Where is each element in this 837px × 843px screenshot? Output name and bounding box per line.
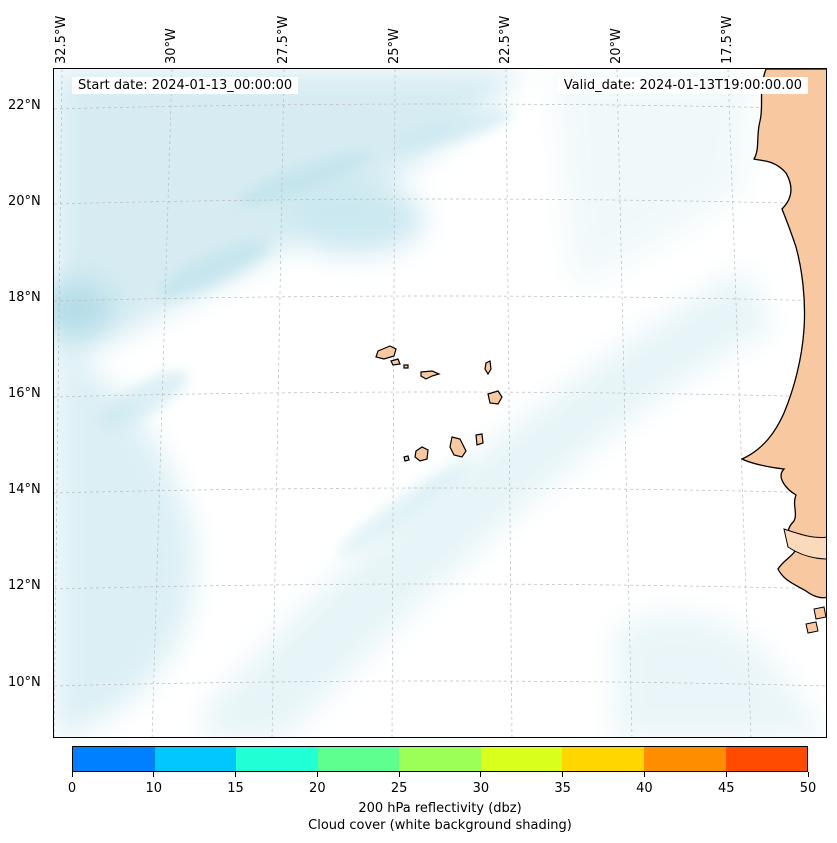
gridline-lat-10n xyxy=(54,680,826,687)
lat-label-10n: 10°N xyxy=(8,675,41,690)
lon-label-22-5w: 22.5°W xyxy=(498,15,513,64)
lon-label-17-5w: 17.5°W xyxy=(720,15,735,64)
gridline-lat-16n xyxy=(54,391,826,398)
cape-verde-islands xyxy=(375,345,503,462)
island-sao-vicente xyxy=(390,358,401,366)
lat-label-16n: 16°N xyxy=(8,386,41,401)
colorbar-tick-30 xyxy=(480,772,482,777)
colorbar-segment-6 xyxy=(562,747,644,771)
colorbar-tick-20 xyxy=(316,772,318,777)
colorbar-tick-label-10: 10 xyxy=(145,781,163,796)
colorbar-segment-1 xyxy=(154,747,237,771)
island-fogo xyxy=(414,446,429,462)
colorbar-segment-7 xyxy=(643,747,726,771)
gridline-lat-20n xyxy=(54,198,826,205)
gridline-lat-22n xyxy=(54,103,826,110)
lat-label-12n: 12°N xyxy=(8,578,41,593)
colorbar-tick-25 xyxy=(398,772,400,777)
gridline-lon-27-5w xyxy=(271,69,285,737)
cloud-streak-1 xyxy=(159,240,269,298)
gridline-lat-12n xyxy=(54,583,826,590)
cloud-streak-4 xyxy=(99,370,189,428)
cloud-band-diagonal xyxy=(204,269,774,737)
colorbar xyxy=(72,746,808,772)
colorbar-segment-3 xyxy=(317,747,400,771)
cloud-streak-3 xyxy=(395,109,513,149)
lon-label-27-5w: 27.5°W xyxy=(276,15,291,64)
colorbar-tick-15 xyxy=(235,772,237,777)
map-canvas xyxy=(54,69,826,737)
colorbar-tick-label-30: 30 xyxy=(472,781,490,796)
cloud-cover-layer xyxy=(54,69,826,737)
colorbar-tick-label-15: 15 xyxy=(227,781,244,796)
island-sal xyxy=(484,360,492,376)
island-maio xyxy=(475,433,484,446)
colorbar-tick-label-0: 0 xyxy=(67,781,77,796)
lat-label-18n: 18°N xyxy=(8,290,41,305)
lat-label-14n: 14°N xyxy=(8,482,41,497)
colorbar-label-line1: 200 hPa reflectivity (dbz) xyxy=(358,801,522,816)
colorbar-segment-8 xyxy=(725,747,808,771)
colorbar-segment-5 xyxy=(480,747,563,771)
gridline-lon-32-5w xyxy=(54,69,63,737)
colorbar-tick-10 xyxy=(153,772,155,777)
island-brava xyxy=(403,455,410,462)
map-panel[interactable]: Start date: 2024-01-13_00:00:00 Valid_da… xyxy=(53,68,827,738)
gridline-lat-14n xyxy=(54,487,826,494)
gridline-lon-22-5w xyxy=(505,69,513,737)
colorbar-tick-40 xyxy=(643,772,645,777)
colorbar-tick-label-50: 50 xyxy=(799,781,817,796)
gridline-lon-17-5w xyxy=(727,69,752,737)
colorbar-tick-50 xyxy=(807,772,809,777)
africa-mainland xyxy=(740,69,826,599)
gridline-lon-30w xyxy=(151,69,173,737)
colorbar-tick-label-25: 25 xyxy=(390,781,408,796)
land-layer xyxy=(740,69,826,634)
colorbar-segment-0 xyxy=(73,747,155,771)
gridlines xyxy=(54,69,826,737)
colorbar-segment-2 xyxy=(236,747,318,771)
lon-label-20w: 20°W xyxy=(609,28,624,64)
cloud-patch-central xyxy=(284,184,424,254)
bijagos-island-1 xyxy=(813,606,826,620)
gridline-lon-20w xyxy=(616,69,633,737)
island-boa-vista xyxy=(487,390,503,405)
cloud-patch-west xyxy=(54,279,114,339)
colorbar-tick-35 xyxy=(562,772,564,777)
cloud-band-northeast xyxy=(554,69,754,289)
gridline-lon-25w xyxy=(391,69,396,737)
gambia-region xyxy=(783,528,826,560)
lon-label-30w: 30°W xyxy=(164,28,179,64)
island-santa-luzia xyxy=(403,364,409,369)
colorbar-tick-label-40: 40 xyxy=(636,781,653,796)
bijagos-island-2 xyxy=(805,621,819,634)
lon-label-32-5w: 32.5°W xyxy=(54,15,69,64)
island-santiago xyxy=(449,436,467,458)
cloud-band-west xyxy=(54,349,196,737)
cloud-streak-2 xyxy=(238,152,370,206)
colorbar-tick-label-35: 35 xyxy=(554,781,571,796)
gridline-lat-18n xyxy=(54,295,826,302)
colorbar-tick-label-45: 45 xyxy=(717,781,735,796)
valid-date-label: Valid_date: 2024-01-13T19:00:00.00 xyxy=(557,77,808,94)
cloud-detail-layer xyxy=(99,109,513,556)
start-date-label: Start date: 2024-01-13_00:00:00 xyxy=(72,77,299,94)
lon-label-25w: 25°W xyxy=(387,28,402,64)
colorbar-segment-4 xyxy=(399,747,481,771)
colorbar-tick-0 xyxy=(71,772,73,777)
cloud-streak-5 xyxy=(338,462,470,556)
colorbar-tick-label-20: 20 xyxy=(309,781,326,796)
lat-label-22n: 22°N xyxy=(8,98,41,113)
lat-label-20n: 20°N xyxy=(8,194,41,209)
cloud-band-southeast xyxy=(614,613,826,737)
colorbar-label-line2: Cloud cover (white background shading) xyxy=(308,818,572,833)
colorbar-tick-45 xyxy=(725,772,727,777)
island-santo-antao xyxy=(375,345,397,360)
island-sao-nicolau xyxy=(420,370,441,380)
